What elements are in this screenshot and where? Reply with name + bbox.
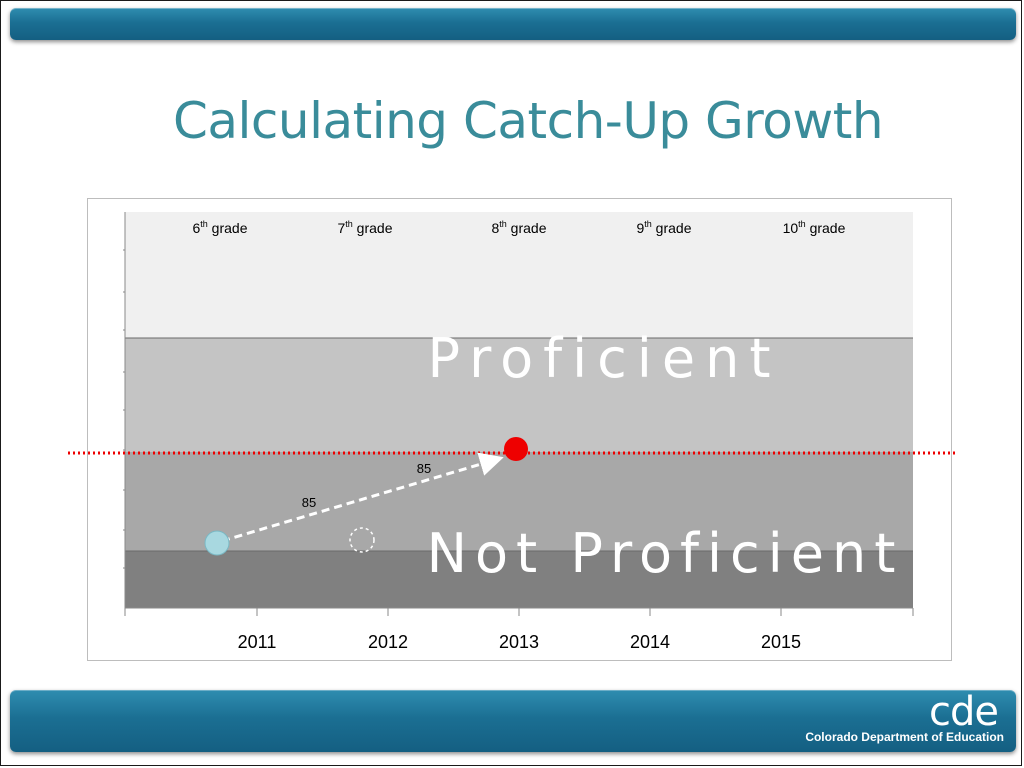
x-tick-label-2011: 2011 (238, 632, 277, 652)
point-2012 (349, 527, 375, 553)
growth-arrow (221, 452, 504, 543)
x-tick-label-2014: 2014 (630, 632, 670, 652)
band-1 (125, 338, 913, 452)
top-banner (10, 8, 1016, 40)
growth-label-1: 85 (417, 461, 431, 476)
point-2011 (204, 530, 230, 556)
grade-label-0: 6th grade (192, 219, 247, 236)
slide-title: Calculating Catch-Up Growth (172, 91, 884, 150)
x-tick-label-2012: 2012 (368, 632, 408, 652)
grade-label-3: 9th grade (636, 219, 691, 236)
organization-name: Colorado Department of Education (805, 730, 1004, 744)
grade-label-1: 7th grade (337, 219, 392, 236)
band-0 (125, 212, 913, 338)
band-2 (125, 452, 913, 551)
band-label-not-proficient: Not Proficient (427, 522, 904, 585)
point-2013 (504, 437, 528, 461)
grade-label-2: 8th grade (491, 219, 546, 236)
x-tick-label-2015: 2015 (761, 632, 801, 652)
band-3 (125, 551, 913, 608)
bottom-banner: cde Colorado Department of Education (10, 690, 1016, 752)
band-label-proficient: Proficient (428, 327, 781, 390)
x-tick-label-2013: 2013 (499, 632, 539, 652)
grade-label-4: 10th grade (783, 219, 846, 236)
cde-logo: cde (929, 689, 999, 735)
growth-label-0: 85 (302, 495, 316, 510)
